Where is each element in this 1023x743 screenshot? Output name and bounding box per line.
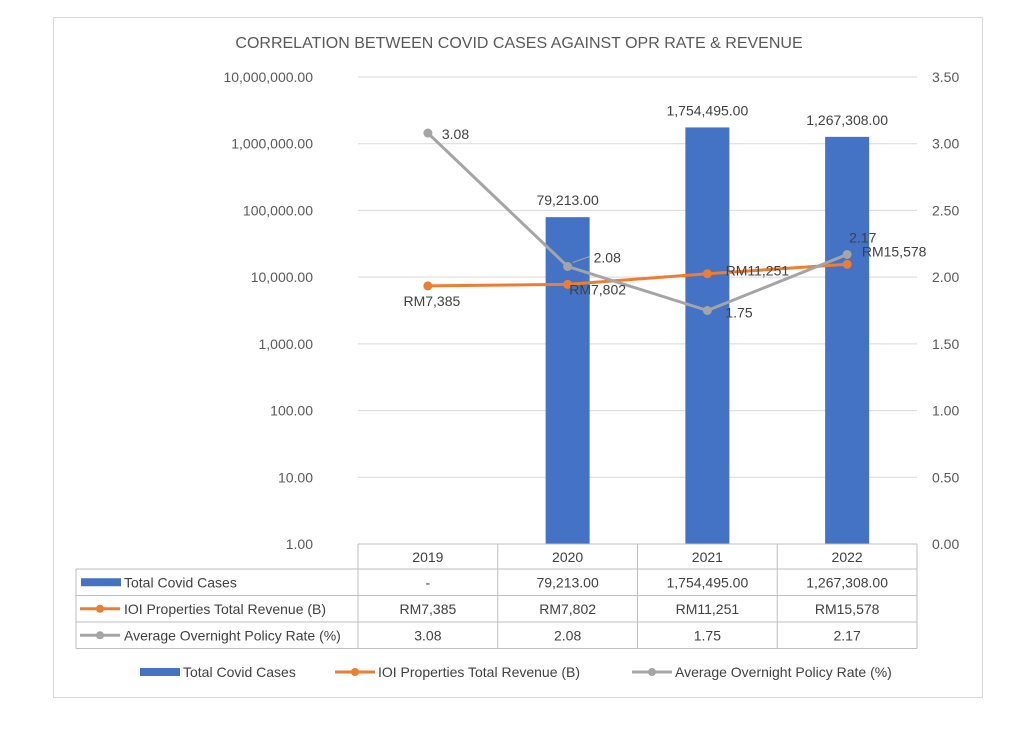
series-point [563,279,573,289]
line-data-label: RM7,385 [403,293,460,309]
right-axis-tick: 1.50 [932,336,959,352]
left-axis-tick: 1.00 [286,536,313,552]
table-cell: 1.75 [694,627,721,643]
label-leader-line [572,255,590,263]
chart-title: CORRELATION BETWEEN COVID CASES AGAINST … [235,35,802,52]
right-axis-tick: 0.00 [932,536,959,552]
right-axis-tick: 2.50 [932,202,959,218]
series-point [423,281,433,291]
bar-data-label: 1,754,495.00 [667,102,749,118]
table-legend-key [81,578,121,587]
table-cell: - [426,574,431,590]
table-header-cell: 2020 [552,549,583,565]
series-point [842,259,852,269]
right-axis-tick: 1.00 [932,403,959,419]
table-legend-key-marker [96,604,104,613]
table-cell: RM7,802 [539,601,596,617]
bar-data-label: 79,213.00 [536,192,598,208]
legend-key-marker [648,668,656,676]
table-cell: 1,754,495.00 [667,574,749,590]
table-legend-key-marker [96,631,104,640]
right-axis-tick: 2.00 [932,269,959,285]
series-point [563,261,573,271]
legend-label: Average Overnight Policy Rate (%) [675,664,892,680]
table-row-label: Total Covid Cases [124,574,237,590]
legend-label: Total Covid Cases [183,664,296,680]
line-data-label: 2.17 [849,229,876,245]
table-cell: RM7,385 [399,601,456,617]
chart-svg: CORRELATION BETWEEN COVID CASES AGAINST … [75,35,959,680]
table-cell: 2.08 [554,627,581,643]
left-axis-tick: 10,000.00 [251,269,313,285]
right-axis-tick: 0.50 [932,469,959,485]
table-header-cell: 2022 [832,549,863,565]
right-axis-tick: 3.50 [932,69,959,85]
table-cell: 2.17 [834,627,861,643]
left-axis-tick: 100.00 [270,403,313,419]
table-cell: RM11,251 [676,601,740,617]
line-data-label: 2.08 [594,249,621,265]
left-axis-tick: 10,000,000.00 [223,69,313,85]
table-row-label: IOI Properties Total Revenue (B) [124,601,326,617]
bar [685,127,730,545]
table-header-cell: 2021 [692,549,723,565]
series-point [702,269,712,279]
series-line [427,262,848,288]
table-cell: RM15,578 [815,601,880,617]
right-axis-tick: 3.00 [932,136,959,152]
bar [825,136,870,544]
table-cell: 79,213.00 [536,574,598,590]
left-axis-tick: 1,000.00 [259,336,314,352]
line-data-label: 1.75 [725,305,752,321]
legend-label: IOI Properties Total Revenue (B) [378,664,580,680]
series-line [426,131,848,312]
line-data-label: 3.08 [442,126,469,142]
line-data-label: RM11,251 [726,263,790,279]
line-data-label: RM15,578 [862,243,927,259]
table-cell: 3.08 [414,627,441,643]
left-axis-tick: 100,000.00 [243,202,313,218]
bar-data-label: 1,267,308.00 [806,112,888,128]
series-point [423,128,433,138]
left-axis-tick: 1,000,000.00 [231,136,313,152]
left-axis-tick: 10.00 [278,469,313,485]
chart-frame: CORRELATION BETWEEN COVID CASES AGAINST … [53,17,983,698]
table-row-label: Average Overnight Policy Rate (%) [124,627,341,643]
series-point [842,249,852,259]
series-point [702,306,712,315]
legend-key [140,668,180,676]
legend-key-marker [351,668,359,676]
line-data-label: RM7,802 [569,281,626,297]
table-cell: 1,267,308.00 [806,574,888,590]
table-header-cell: 2019 [412,549,443,565]
